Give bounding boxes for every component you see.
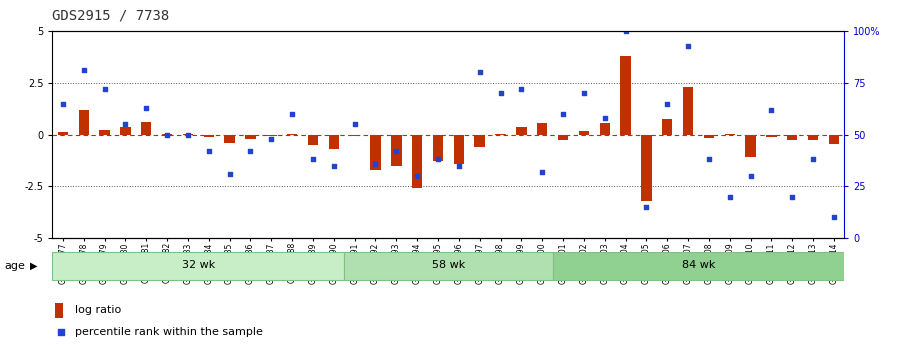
Bar xyxy=(808,135,818,140)
Point xyxy=(368,161,383,166)
Bar xyxy=(287,134,298,135)
Point xyxy=(160,132,175,137)
Bar xyxy=(662,119,672,135)
Bar xyxy=(183,134,193,135)
Bar xyxy=(141,122,151,135)
Bar xyxy=(162,134,172,135)
Point xyxy=(805,157,820,162)
Point xyxy=(743,173,757,179)
Bar xyxy=(245,135,256,139)
Point xyxy=(576,90,591,96)
Text: ▶: ▶ xyxy=(30,261,37,270)
Text: age: age xyxy=(5,261,25,270)
Bar xyxy=(599,123,610,135)
Bar xyxy=(746,135,756,157)
Point xyxy=(139,105,154,110)
Bar xyxy=(553,252,844,279)
Bar xyxy=(495,134,506,135)
Bar xyxy=(79,110,89,135)
Point xyxy=(98,86,112,92)
Point xyxy=(722,194,737,199)
Point xyxy=(77,68,91,73)
Bar xyxy=(329,135,339,149)
Text: 32 wk: 32 wk xyxy=(182,260,215,270)
Bar xyxy=(344,252,553,279)
Text: log ratio: log ratio xyxy=(75,305,121,315)
Bar xyxy=(370,135,381,170)
Point xyxy=(764,107,778,112)
Bar xyxy=(224,135,234,143)
Point xyxy=(431,157,445,162)
Point xyxy=(285,111,300,117)
Bar xyxy=(120,127,130,135)
Bar xyxy=(557,135,568,140)
Point xyxy=(681,43,695,48)
Point xyxy=(472,70,487,75)
Bar xyxy=(578,131,589,135)
Bar xyxy=(54,303,63,318)
Bar xyxy=(58,132,68,135)
Point xyxy=(243,148,258,154)
Point xyxy=(56,101,71,106)
Bar xyxy=(349,135,360,136)
Point xyxy=(327,163,341,168)
Point xyxy=(202,148,216,154)
Point xyxy=(660,101,674,106)
Bar xyxy=(453,135,464,164)
Point xyxy=(785,194,799,199)
Point xyxy=(53,329,68,334)
Point xyxy=(181,132,195,137)
Bar xyxy=(266,135,277,136)
Point xyxy=(535,169,549,175)
Point xyxy=(306,157,320,162)
Bar xyxy=(308,135,319,145)
Bar xyxy=(52,252,344,279)
Point xyxy=(348,121,362,127)
Bar xyxy=(204,135,214,137)
Text: 58 wk: 58 wk xyxy=(432,260,465,270)
Point xyxy=(452,163,466,168)
Text: GDS2915 / 7738: GDS2915 / 7738 xyxy=(52,9,170,23)
Point xyxy=(410,173,424,179)
Point xyxy=(514,86,529,92)
Point xyxy=(223,171,237,177)
Point xyxy=(701,157,716,162)
Bar xyxy=(787,135,797,140)
Point xyxy=(389,148,404,154)
Bar xyxy=(767,135,776,137)
Bar xyxy=(683,87,693,135)
Bar xyxy=(537,123,548,135)
Text: percentile rank within the sample: percentile rank within the sample xyxy=(75,327,262,337)
Bar xyxy=(704,135,714,138)
Bar xyxy=(433,135,443,161)
Bar xyxy=(641,135,652,201)
Bar xyxy=(829,135,839,144)
Point xyxy=(264,136,279,141)
Point xyxy=(618,28,633,34)
Bar xyxy=(100,130,110,135)
Point xyxy=(119,121,133,127)
Bar xyxy=(412,135,423,188)
Point xyxy=(826,215,841,220)
Bar xyxy=(474,135,485,147)
Bar xyxy=(516,127,527,135)
Point xyxy=(597,115,612,121)
Point xyxy=(556,111,570,117)
Bar xyxy=(725,134,735,135)
Point xyxy=(493,90,508,96)
Bar xyxy=(391,135,402,166)
Point xyxy=(639,204,653,210)
Text: 84 wk: 84 wk xyxy=(681,260,715,270)
Bar xyxy=(620,56,631,135)
